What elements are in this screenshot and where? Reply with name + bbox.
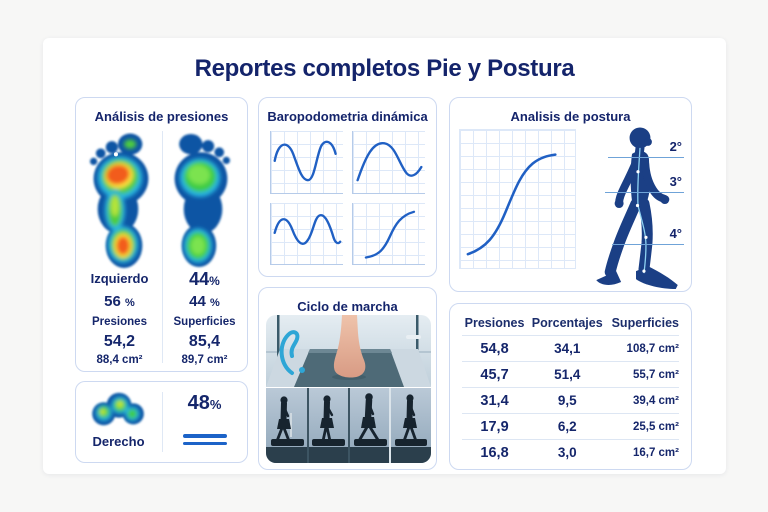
gait-cycle-panel: Ciclo de marcha [258,287,437,470]
mini-charts-grid [270,131,425,265]
left-foot-label: Izquierdo [90,271,149,286]
gait-cycle-title: Ciclo de marcha [297,299,398,314]
table-row: 54,8 [462,336,528,362]
walking-frame-4 [395,394,427,446]
table-row: 16,8 [480,444,509,461]
table-row: 31,4 [462,388,528,414]
measurements-table: Presiones Porcentajes Superficies 54,8 3… [462,310,679,463]
table-row: 51,4 [527,362,608,388]
wave-chart-1 [270,131,343,194]
wave-chart-2 [352,131,425,194]
table-row: 9,5 [527,388,608,414]
gait-montage-graphic [266,315,431,463]
table-row: 25,5 cm² [607,414,679,440]
table-row: 108,7 cm² [607,336,679,362]
pressure-panel-title: Análisis de presiones [94,109,229,124]
right-area-value: 89,7 cm² [181,354,228,366]
left-foot-stats: Izquierdo 56 % Presiones 54,2 88,4 cm² [77,268,162,369]
column-header-presiones: Presiones [462,310,528,336]
table-row: 34,1 [527,336,608,362]
right-foot-label: Derecho [92,434,145,449]
right-surface-value: 85,4 [188,333,221,350]
right-foot-summary-panel: Derecho 48% [75,381,248,463]
walking-person-silhouette [596,127,678,290]
hip-angle-label: 3° [605,174,684,193]
surfaces-label: Superficies [173,316,236,328]
table-row: 55,7 cm² [607,362,679,388]
right-foot-heatmap [174,134,231,267]
table-row: 39,4 cm² [607,388,679,414]
table-row: 17,9 [462,414,528,440]
gait-photo-montage [266,315,431,463]
table-row: 6,2 [527,414,608,440]
baropodometry-panel: Baropodometria dinámica [258,97,437,277]
baropodometry-title: Baropodometria dinámica [267,109,428,124]
left-area-value: 88,4 cm² [96,354,143,366]
posture-sigmoid-chart [459,129,576,269]
vertical-divider [161,131,163,363]
pressures-label: Presiones [92,316,147,328]
left-pressure-percent: 56 % [104,293,135,310]
table-row: 16,7 cm² [632,446,679,459]
walking-frame-2 [312,395,345,446]
posture-title: Analisis de postura [510,109,631,124]
right-surface-percent: 44 % [189,293,220,310]
page-title: Reportes completos Pie y Postura [194,55,575,82]
sigmoid-chart [352,202,425,265]
measurements-table-panel: Presiones Porcentajes Superficies 54,8 3… [449,303,692,470]
walking-frame-3 [354,393,387,446]
right-foot-stats: 44% 44 % Superficies 85,4 89,7 cm² [162,268,247,369]
right-surface-percent-big: 44% [189,269,220,289]
knee-angle-label: 4° [612,226,684,245]
report-card: Reportes completos Pie y Postura Análisi… [43,38,726,474]
wave-chart-3 [270,202,343,265]
posture-analysis-panel: Analisis de postura [449,97,692,292]
equals-lines-icon [162,430,247,445]
table-row: 45,7 [462,362,528,388]
table-row: 3,0 [557,445,577,460]
neck-angle-label: 2° [608,139,684,158]
left-pressure-value: 54,2 [103,333,136,350]
walking-frame-1 [271,396,304,446]
right-foot-percent: 48% [187,392,222,414]
forefoot-heatmap-blob [92,392,144,426]
vertical-divider [161,392,163,452]
column-header-superficies: Superficies [607,310,679,336]
left-foot-heatmap [89,133,149,268]
column-header-porcentajes: Porcentajes [527,310,608,336]
pressure-analysis-panel: Análisis de presiones [75,97,248,372]
pressure-marker-dot [113,152,118,157]
